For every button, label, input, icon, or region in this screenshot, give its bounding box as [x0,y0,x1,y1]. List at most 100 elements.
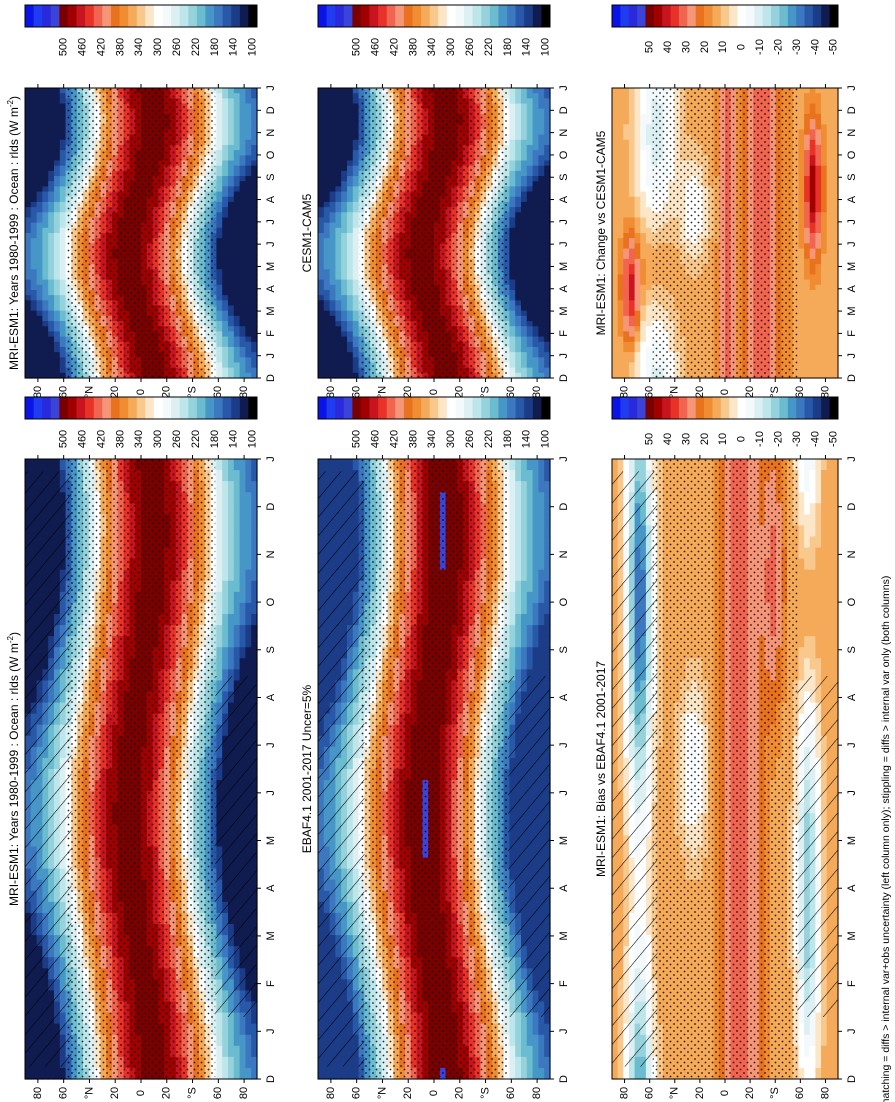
colorbar-swatch [326,5,336,27]
y-ticks: 80 60 °N 20 0 20 °S 60 80 [618,455,831,1099]
y-ticks: 80 60 °N 20 0 20 °S 60 80 [618,84,831,398]
x-tick-label: M [558,306,570,315]
x-tick-label: J [265,1029,277,1035]
panel-title: MRI-ESM1: Bias vs EBAF4.1 2001-2017 [594,661,608,877]
colorbar-swatch [326,397,336,419]
colorbar-swatch [678,397,688,419]
x-tick-label: F [558,980,570,987]
colorbar-swatch [515,5,525,27]
colorbar-swatch [403,397,413,419]
colorbar-label: 380 [114,430,126,448]
colorbar-label: 220 [190,430,202,448]
colorbar-label: 50 [644,433,656,445]
colorbar-swatch [222,5,232,27]
colorbar-swatch [787,5,797,27]
colorbar-swatch [464,5,474,27]
x-tick-label: D [558,1075,570,1083]
colorbar-label: -50 [828,39,840,55]
colorbar-label: 100 [247,38,259,56]
colorbar: 50 40 30 20 10 0 -10 -20 -30 -40 -50 [611,4,840,55]
y-tick-label: 80 [238,1087,250,1099]
colorbar-swatch [498,5,508,27]
colorbar-label: 460 [76,430,88,448]
y-tick-label: 60 [644,1087,656,1099]
x-tick-label: J [265,241,277,247]
colorbar-swatch [119,5,129,27]
y-tick-label: °S [769,386,781,398]
colorbar-swatch [620,397,630,419]
y-tick-label: 80 [618,386,630,398]
x-tick-label: M [558,836,570,845]
panel-left-middle: D J F M A M J J A S O N D J 80 60 °N 20 0 20 °S 60 80 EBAF4.1 2… [300,396,570,1099]
x-tick-label: D [846,503,858,511]
x-tick-label: M [265,836,277,845]
colorbar-label: 340 [133,38,145,56]
x-tick-label: S [265,646,277,653]
colorbar-swatch [745,5,755,27]
y-tick-label: 0 [719,389,731,395]
x-tick-label: A [846,884,858,892]
colorbar-swatch [481,5,491,27]
colorbar: 500 460 420 380 340 300 260 220 180 140 100 [317,4,552,56]
plot-area-left-top: D J F M A M J J A S O N D J 80 60 °N 20 0 20 °S 60 80 MRI-ESM1:… [6,455,277,1099]
colorbar-swatch [153,397,163,419]
x-tick-label: J [846,790,858,796]
y-tick-label: 0 [428,389,440,395]
y-tick-label: 0 [719,1090,731,1096]
panel-left-bottom: D J F M A M J J A S O N D J 80 60 °N 20 0 20 °S 60 80 MRI-ESM1:… [594,396,858,1099]
colorbar-swatch [438,5,448,27]
x-tick-label: F [846,330,858,337]
colorbar-swatch [352,5,362,27]
colorbar-swatch [248,5,258,27]
x-tick-label: J [558,219,570,225]
colorbar-swatch [67,5,77,27]
colorbar-label: 220 [483,38,495,56]
y-tick-label: 60 [794,386,806,398]
colorbar-swatch [50,397,60,419]
colorbar-swatch [318,5,327,27]
colorbar-swatch [507,5,517,27]
x-tick-label: N [265,550,277,558]
colorbar-swatch [720,397,730,419]
x-tick-label: A [558,693,570,701]
panel-right-middle: D J F M A M J J A S O N D J 80 60 °N 20 0 20 °S 60 80 CESM1-CAM… [300,4,570,398]
colorbar-swatch [343,397,353,419]
y-tick-label: °S [479,1087,491,1099]
colorbar-swatch [360,5,370,27]
colorbar-swatch [472,397,482,419]
x-tick-label: S [846,646,858,653]
colorbar-swatch [704,397,713,419]
colorbar-label: -20 [772,431,784,447]
x-tick-label: J [846,456,858,462]
x-tick-label: J [558,241,570,247]
colorbar-swatch [541,5,551,27]
colorbar-swatch [343,5,353,27]
colorbar-swatch [67,397,77,419]
y-tick-label: 20 [744,386,756,398]
plot-area-right-top: D J F M A M J J A S O N D J 80 60 °N 20 0 20 °S 60 80 MRI-ESM1:… [6,84,277,398]
colorbar-label: 20 [699,433,711,445]
colorbar-label: 340 [426,38,438,56]
x-tick-label: O [846,597,858,606]
colorbar-swatch [745,397,755,419]
colorbar-label: 30 [680,41,692,53]
colorbar-swatch [128,397,138,419]
x-tick-label: M [846,306,858,315]
x-tick-label: J [265,742,277,748]
colorbar-label: -10 [754,431,766,447]
y-tick-label: 20 [109,386,121,398]
colorbar-swatch [612,397,621,419]
colorbar-swatch [231,5,241,27]
x-ticks: D J F M A M J J A S O N D J [550,85,570,382]
y-tick-label: 20 [454,386,466,398]
x-tick-label: S [558,174,570,181]
x-tick-label: J [558,353,570,359]
footnote: hatching = diffs > internal var+obs unce… [880,576,892,1102]
x-ticks: D J F M A M J J A S O N D J [550,456,570,1083]
colorbar-label: 140 [228,38,240,56]
y-tick-label: 60 [58,386,70,398]
colorbar-swatch [214,5,224,27]
colorbar-swatch [804,397,814,419]
colorbar-label: 140 [521,38,533,56]
colorbar-swatch [412,5,422,27]
